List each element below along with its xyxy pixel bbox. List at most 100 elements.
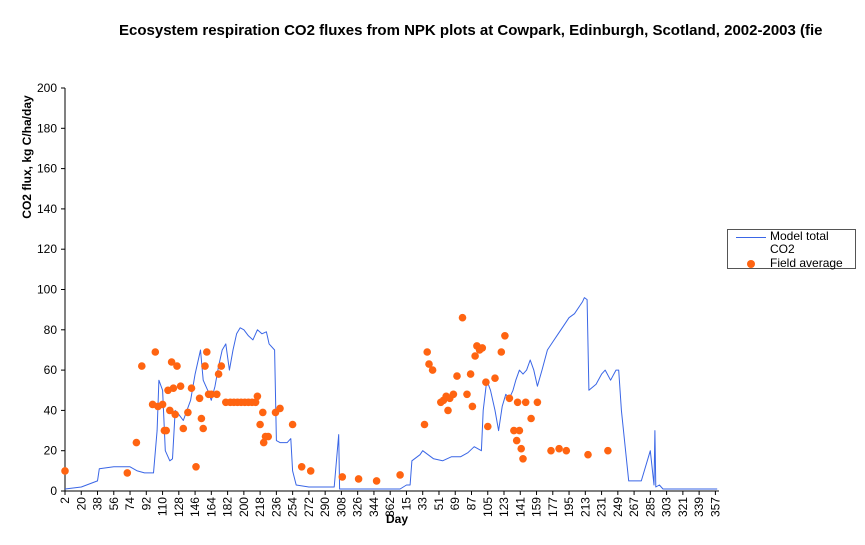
field-average-point	[197, 414, 206, 423]
series-layer	[61, 297, 718, 490]
x-tick-label: 69	[448, 497, 462, 511]
field-average-point	[195, 394, 204, 403]
field-average-point	[123, 469, 132, 477]
field-average-point	[478, 344, 487, 352]
x-tick-label: 159	[530, 497, 544, 517]
field-average-point	[199, 424, 207, 433]
field-average-point	[207, 390, 216, 399]
field-average-point	[453, 372, 461, 380]
field-average-point	[173, 362, 181, 370]
legend-label-field: Field average	[770, 256, 843, 270]
field-average-point	[513, 398, 522, 407]
x-tick-label: 267	[627, 497, 641, 517]
field-average-point	[166, 406, 174, 415]
chart-title: Ecosystem respiration CO2 fluxes from NP…	[119, 22, 823, 39]
y-tick-label: 0	[50, 484, 57, 498]
field-average-point	[176, 382, 185, 391]
field-average-point	[184, 408, 192, 417]
y-tick-label: 200	[37, 81, 57, 95]
x-tick-label: 362	[383, 497, 397, 517]
y-tick-label: 60	[44, 363, 58, 377]
x-tick-label: 2	[58, 497, 72, 504]
x-tick-label: 249	[611, 497, 625, 517]
x-tick-label: 92	[139, 497, 153, 511]
x-tick-label: 182	[221, 497, 235, 517]
y-tick-label: 120	[37, 242, 57, 256]
legend-line-swatch	[736, 237, 766, 238]
field-average-point	[420, 420, 429, 429]
field-average-point	[497, 348, 506, 356]
y-tick-label: 80	[44, 323, 58, 337]
x-tick-label: 33	[416, 497, 430, 511]
y-tick-label: 40	[44, 403, 58, 417]
x-tick-label: 164	[204, 497, 218, 517]
x-tick-label: 308	[334, 497, 348, 517]
x-tick-label: 56	[107, 497, 121, 511]
x-tick-label: 177	[546, 497, 560, 517]
field-average-point	[213, 390, 221, 399]
x-tick-label: 303	[660, 497, 674, 517]
field-average-point	[132, 438, 141, 447]
x-axis: 2 20 38 56 74 92 110 128 146 164 182 200 218 236 254 27…	[58, 490, 722, 517]
x-tick-label: 272	[302, 497, 316, 517]
field-average-point	[468, 402, 477, 411]
x-tick-label: 231	[595, 497, 609, 517]
y-axis-title: CO2 flux, kg C/ha/day	[20, 95, 34, 219]
x-tick-label: 15	[399, 497, 413, 511]
field-average-point	[604, 446, 612, 455]
field-average-point	[584, 450, 592, 459]
field-average-point	[162, 426, 170, 435]
y-tick-label: 20	[44, 444, 58, 458]
field-average-point	[251, 398, 260, 407]
x-axis-title: Day	[386, 512, 408, 526]
field-average-point	[259, 408, 267, 417]
field-average-point	[555, 444, 563, 453]
x-tick-label: 339	[692, 497, 706, 517]
x-tick-label: 213	[578, 497, 592, 517]
y-tick-label: 160	[37, 162, 57, 176]
field-average-point	[288, 420, 297, 429]
y-tick-label: 180	[37, 121, 57, 135]
field-average-point	[491, 374, 499, 383]
x-tick-label: 290	[318, 497, 332, 517]
field-average-point	[484, 422, 492, 431]
x-tick-label: 326	[351, 497, 365, 517]
field-average-point	[519, 455, 527, 463]
x-tick-label: 357	[708, 497, 722, 517]
field-average-point	[179, 424, 188, 433]
field-average-point	[169, 384, 178, 393]
field-average-point	[217, 362, 226, 370]
field-average-point	[425, 360, 433, 368]
x-tick-label: 128	[172, 497, 186, 517]
x-tick-label: 123	[497, 497, 511, 517]
field-average-point	[264, 432, 273, 441]
x-tick-label: 105	[481, 497, 495, 517]
field-average-point	[517, 444, 525, 453]
field-average-point	[372, 477, 381, 485]
field-average-point	[423, 348, 432, 356]
field-average-point	[297, 463, 306, 471]
field-average-point	[515, 426, 524, 435]
field-average-point	[505, 394, 514, 403]
legend-dot-swatch	[747, 260, 755, 268]
x-tick-label: 321	[676, 497, 690, 517]
x-tick-label: 236	[269, 497, 283, 517]
field-average-point	[458, 313, 467, 322]
field-average-point	[61, 467, 69, 475]
x-tick-label: 200	[237, 497, 251, 517]
field-average-point	[187, 384, 196, 393]
field-average-point	[521, 398, 530, 407]
field-average-point	[354, 475, 363, 483]
y-axis: 0 20 40 60 80 100 120 140 160 180 200	[37, 81, 66, 498]
field-average-point	[428, 366, 437, 374]
x-tick-label: 20	[74, 497, 88, 511]
field-average-point	[512, 436, 521, 445]
field-average-point	[533, 398, 542, 407]
legend-label-model: Model total CO2	[770, 229, 829, 256]
y-tick-label: 100	[37, 283, 57, 297]
field-average-point	[167, 358, 176, 366]
field-average-point	[171, 410, 179, 419]
x-tick-label: 141	[513, 497, 527, 517]
field-average-point	[138, 362, 146, 370]
